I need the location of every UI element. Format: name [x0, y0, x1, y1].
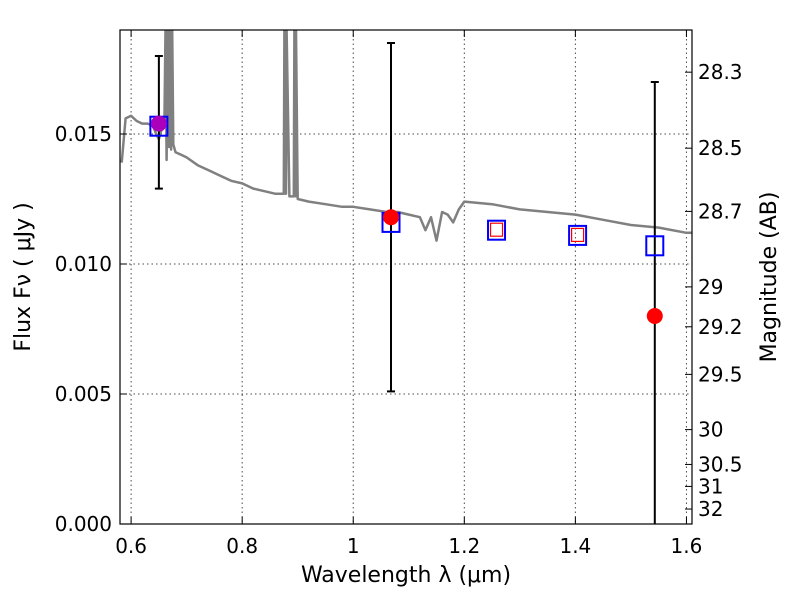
model-square-small — [570, 227, 585, 242]
model-square — [487, 219, 507, 241]
mag-tick-label: 31 — [698, 474, 723, 498]
spectrum-line — [120, 30, 692, 242]
x-tick-label: 1.6 — [671, 534, 703, 558]
model-square — [568, 224, 588, 246]
observed-point — [646, 308, 663, 324]
x-axis-label: Wavelength λ (μm) — [301, 563, 511, 588]
mag-tick-label: 32 — [698, 497, 723, 521]
mag-tick-label: 29 — [698, 275, 723, 299]
plot-frame — [119, 29, 693, 525]
y-tick-label: 0.000 — [55, 512, 112, 536]
x-tick-label: 0.6 — [115, 534, 147, 558]
y-tick-label: 0.015 — [55, 122, 112, 146]
y-tick-label: 0.010 — [55, 252, 112, 276]
mag-tick-label: 30 — [698, 418, 723, 442]
mag-tick-label: 28.5 — [698, 136, 743, 160]
marker-layer — [149, 115, 665, 324]
mag-tick-label: 28.3 — [698, 60, 743, 84]
observed-point — [383, 209, 400, 226]
mag-tick-label: 29.5 — [698, 362, 743, 386]
observed-point — [150, 115, 167, 132]
y-axis-label: Flux Fν ( μJy ) — [11, 202, 36, 351]
mag-tick-label: 30.5 — [698, 452, 743, 476]
model-square — [645, 235, 665, 257]
ticks-layer: 0.6 0.8 1 1.2 1.4 1.6 0.000 0.005 0.010 0.015 28.3… — [55, 30, 743, 558]
x-tick-label: 1.4 — [559, 534, 591, 558]
errorbar-layer — [154, 42, 659, 524]
x-tick-label: 1.2 — [448, 534, 480, 558]
x-tick-label: 0.8 — [226, 534, 258, 558]
y-tick-label: 0.005 — [55, 382, 112, 406]
model-square-small — [489, 222, 504, 237]
mag-tick-label: 28.7 — [698, 199, 743, 223]
grid-lines — [120, 30, 692, 525]
spectrum-layer — [120, 30, 692, 242]
x-tick-label: 1 — [347, 534, 360, 558]
mag-tick-label: 29.2 — [698, 315, 743, 339]
y2-axis-label: Magnitude (AB) — [757, 192, 782, 363]
